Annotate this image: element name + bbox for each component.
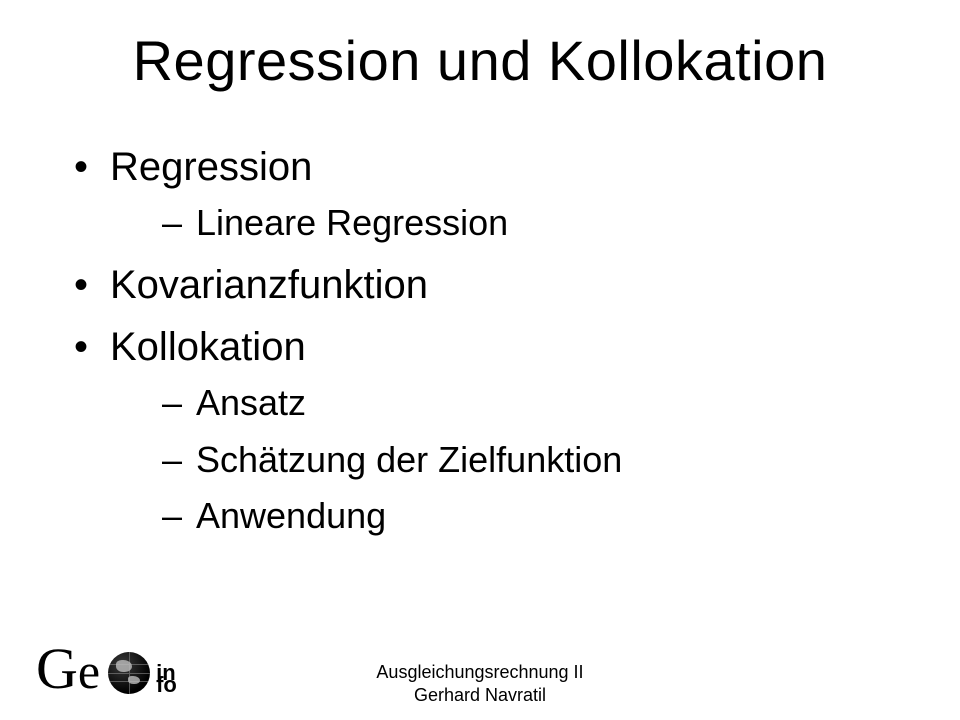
bullet-text: Kollokation xyxy=(110,325,306,369)
slide-title: Regression und Kollokation xyxy=(0,28,960,93)
list-item: Regression Lineare Regression xyxy=(70,140,900,248)
bullet-list-level2: Lineare Regression xyxy=(110,198,900,248)
bullet-list-level2: Ansatz Schätzung der Zielfunktion Anwend… xyxy=(110,378,900,541)
footer: Ausgleichungsrechnung II Gerhard Navrati… xyxy=(0,661,960,706)
bullet-text: Lineare Regression xyxy=(196,202,508,243)
list-item: Kovarianzfunktion xyxy=(70,258,900,312)
list-item: Schätzung der Zielfunktion xyxy=(162,435,900,485)
list-item: Kollokation Ansatz Schätzung der Zielfun… xyxy=(70,320,900,541)
list-item: Ansatz xyxy=(162,378,900,428)
footer-line1: Ausgleichungsrechnung II xyxy=(0,661,960,684)
bullet-text: Kovarianzfunktion xyxy=(110,263,428,307)
bullet-text: Ansatz xyxy=(196,382,306,423)
bullet-text: Regression xyxy=(110,145,312,189)
list-item: Lineare Regression xyxy=(162,198,900,248)
slide-body: Regression Lineare Regression Kovarianzf… xyxy=(70,140,900,552)
slide: Regression und Kollokation Regression Li… xyxy=(0,0,960,720)
bullet-list-level1: Regression Lineare Regression Kovarianzf… xyxy=(70,140,900,542)
bullet-text: Anwendung xyxy=(196,495,386,536)
list-item: Anwendung xyxy=(162,491,900,541)
bullet-text: Schätzung der Zielfunktion xyxy=(196,439,622,480)
footer-line2: Gerhard Navratil xyxy=(0,684,960,707)
